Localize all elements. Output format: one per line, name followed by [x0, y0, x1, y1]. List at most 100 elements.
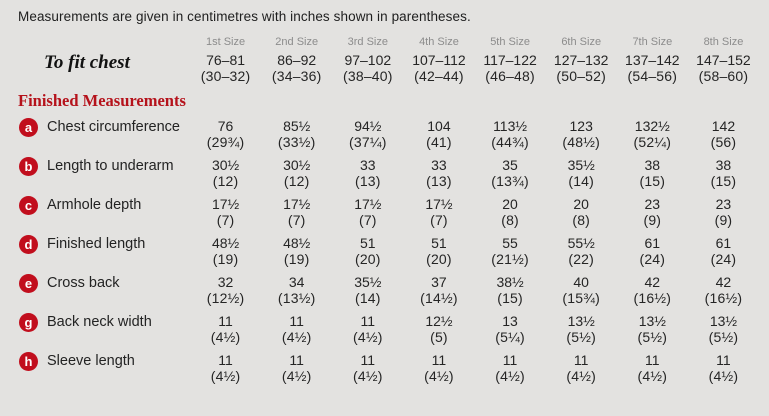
to-fit-chest-value-8: 147–152 (58–60): [688, 52, 759, 84]
value-inches: (41): [426, 134, 452, 150]
value-cm: 123: [569, 118, 593, 134]
value-inches: (7): [430, 212, 448, 228]
value-cm: 30½: [283, 157, 311, 173]
row-a-value-7: 132½ (52¼): [617, 118, 688, 150]
value-cm: 13½: [638, 313, 666, 329]
row-e-value-5: 38½ (15): [475, 274, 546, 306]
to-fit-chest-value-3: 97–102 (38–40): [332, 52, 403, 84]
value-cm: 38: [644, 157, 661, 173]
value-inches: (4½): [281, 329, 312, 345]
value-inches: (16½): [704, 290, 743, 306]
row-d-value-6: 55½ (22): [546, 235, 617, 267]
row-d-value-1: 48½ (19): [190, 235, 261, 267]
value-inches: (14½): [420, 290, 458, 306]
row-a-value-5: 113½ (44¾): [475, 118, 546, 150]
value-cm: 142: [711, 118, 736, 134]
value-inches: (12): [212, 173, 239, 189]
row-label: Back neck width: [47, 314, 152, 330]
value-inches: (46–48): [485, 68, 535, 84]
row-g-value-4: 12½ (5): [403, 313, 474, 345]
row-d-value-7: 61 (24): [617, 235, 688, 267]
value-inches: (38–40): [342, 68, 393, 84]
value-cm: 11: [716, 352, 731, 368]
row-a-value-3: 94½ (37¼): [332, 118, 403, 150]
row-b-value-6: 35½ (14): [546, 157, 617, 189]
value-cm: 35½: [354, 274, 382, 290]
value-inches: (9): [714, 212, 733, 228]
size-header-7: 7th Size: [632, 36, 673, 48]
row-letter-badge: g: [19, 313, 38, 332]
finished-measurements-heading: Finished Measurements: [18, 91, 186, 110]
value-inches: (58–60): [698, 68, 749, 84]
value-inches: (4½): [353, 368, 383, 384]
value-cm: 11: [218, 313, 233, 329]
value-cm: 137–142: [625, 52, 680, 68]
to-fit-chest-row: To fit chest 76–81 (30–32) 86–92 (34–36) 97–…: [0, 52, 769, 84]
measurement-rows: a Chest circumference 76 (29¾) 85½ (33½) 94½ (3…: [0, 118, 769, 384]
value-cm: 38: [715, 157, 732, 173]
row-letter-badge: b: [19, 157, 38, 176]
value-cm: 35: [502, 157, 518, 173]
row-a-value-2: 85½ (33½): [261, 118, 332, 150]
value-cm: 48½: [283, 235, 311, 251]
row-e-value-8: 42 (16½): [688, 274, 759, 306]
value-inches: (5½): [708, 329, 739, 345]
row-e-value-1: 32 (12½): [190, 274, 261, 306]
intro-note: Measurements are given in centimetres wi…: [18, 9, 471, 24]
row-letter-badge: d: [19, 235, 38, 254]
value-inches: (15): [710, 173, 737, 189]
value-inches: (13): [426, 173, 452, 189]
value-cm: 127–132: [553, 52, 609, 68]
row-b-value-5: 35 (13¾): [475, 157, 546, 189]
value-inches: (33½): [277, 134, 316, 150]
row-label-cell: d Finished length: [0, 235, 190, 267]
row-g-value-5: 13 (5¼): [475, 313, 546, 345]
value-cm: 117–122: [483, 52, 537, 68]
row-g-value-2: 11 (4½): [261, 313, 332, 345]
row-letter-badge: a: [19, 118, 38, 137]
value-inches: (56): [710, 134, 737, 150]
measurement-row-b: b Length to underarm 30½ (12) 30½ (12) 33 (13) 3…: [0, 157, 769, 189]
value-inches: (34–36): [271, 68, 322, 84]
value-inches: (4½): [495, 368, 525, 384]
row-g-value-1: 11 (4½): [190, 313, 261, 345]
row-label-cell: g Back neck width: [0, 313, 190, 345]
row-a-value-1: 76 (29¾): [190, 118, 261, 150]
value-cm: 34: [288, 274, 305, 290]
value-inches: (15): [639, 173, 666, 189]
value-inches: (4½): [566, 368, 596, 384]
value-inches: (42–44): [414, 68, 464, 84]
row-label-cell: a Chest circumference: [0, 118, 190, 150]
value-cm: 76–81: [206, 52, 246, 68]
row-h-value-2: 11 (4½): [261, 352, 332, 384]
value-cm: 37: [431, 274, 447, 290]
value-inches: (8): [501, 212, 519, 228]
value-inches: (12½): [206, 290, 245, 306]
size-header-6: 6th Size: [561, 36, 602, 48]
value-inches: (7): [287, 212, 306, 228]
row-c-value-2: 17½ (7): [261, 196, 332, 228]
value-inches: (48½): [562, 134, 600, 150]
value-cm: 113½: [493, 118, 528, 134]
row-letter-badge: e: [19, 274, 38, 293]
row-d-value-5: 55 (21½): [475, 235, 546, 267]
row-c-value-4: 17½ (7): [403, 196, 474, 228]
size-header-3: 3rd Size: [347, 36, 388, 48]
value-cm: 85½: [283, 118, 311, 134]
value-cm: 35½: [567, 157, 595, 173]
value-inches: (5½): [566, 329, 596, 345]
value-cm: 38½: [496, 274, 524, 290]
value-inches: (4½): [281, 368, 312, 384]
row-label: Sleeve length: [47, 353, 135, 369]
value-inches: (16½): [633, 290, 672, 306]
value-cm: 23: [644, 196, 661, 212]
value-inches: (8): [572, 212, 591, 228]
row-b-value-7: 38 (15): [617, 157, 688, 189]
row-h-value-6: 11 (4½): [546, 352, 617, 384]
value-cm: 11: [431, 352, 447, 368]
value-cm: 11: [645, 352, 660, 368]
value-cm: 94½: [354, 118, 382, 134]
value-inches: (29¾): [206, 134, 245, 150]
value-cm: 11: [502, 352, 518, 368]
value-inches: (4½): [210, 329, 241, 345]
